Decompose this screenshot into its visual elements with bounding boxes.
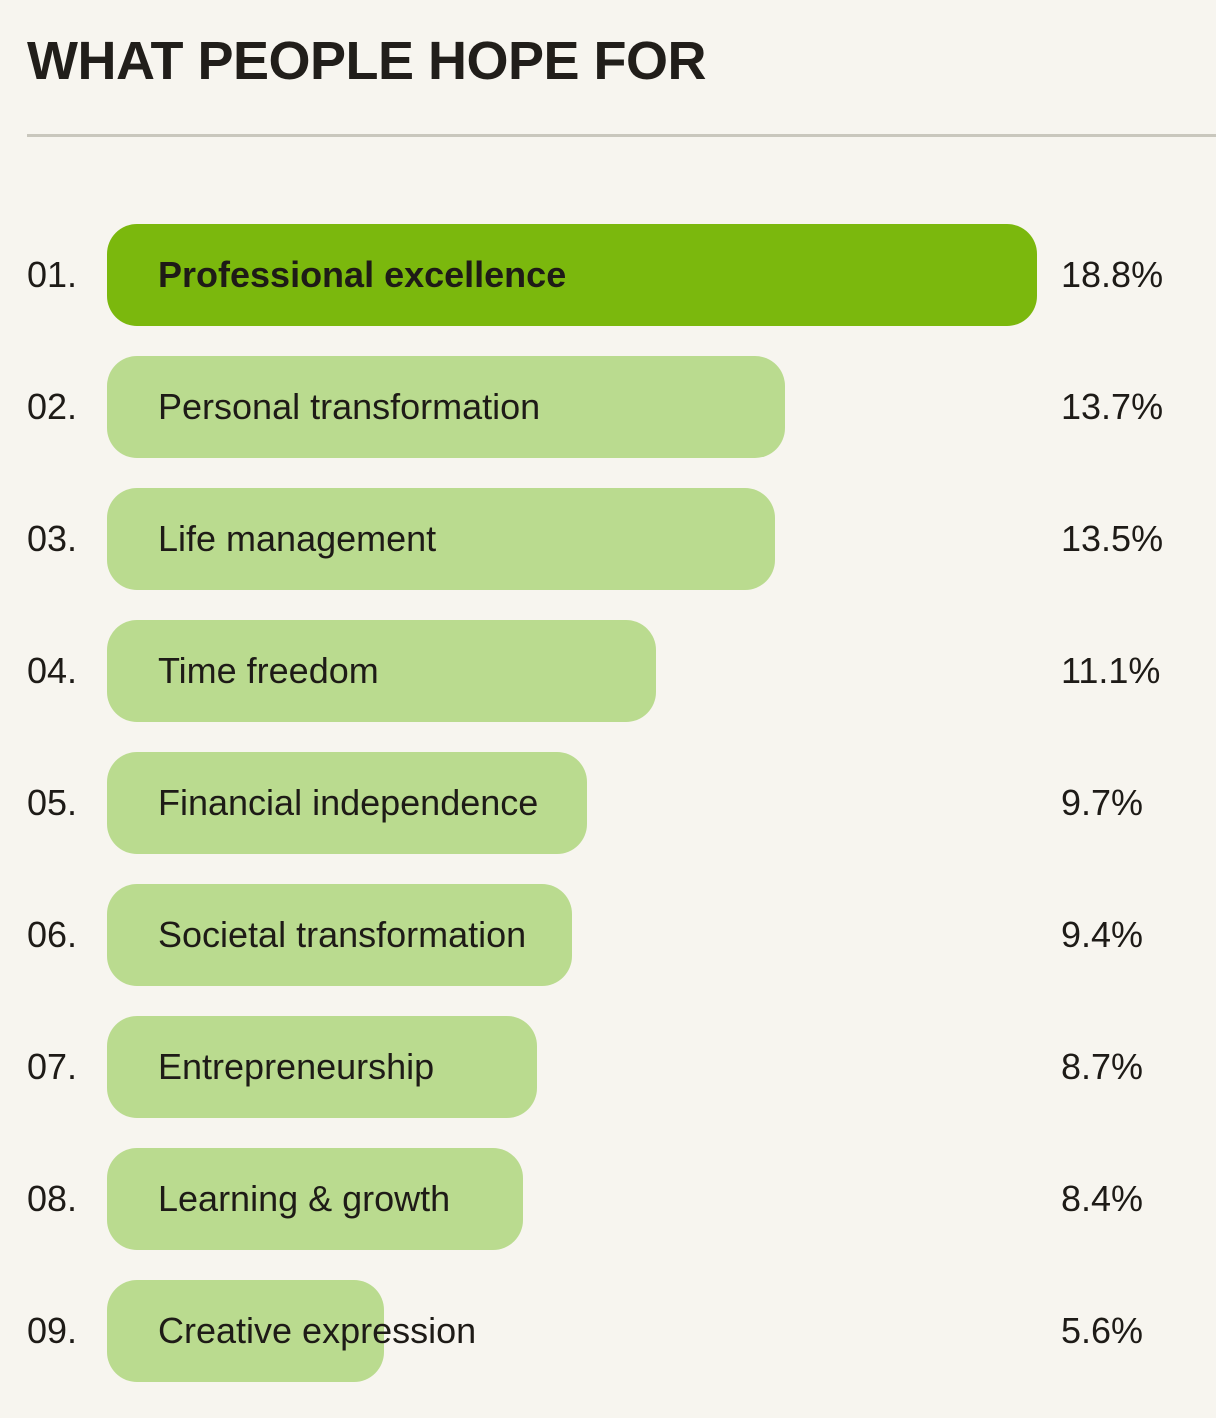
bar-value: 18.8%: [1061, 254, 1164, 296]
bar-value: 13.5%: [1061, 518, 1164, 560]
bar-label: Life management: [158, 518, 437, 560]
bar: [107, 1280, 384, 1383]
chart-row: 08. Learning & growth 8.4%: [27, 1148, 1216, 1251]
bar-value: 9.4%: [1061, 914, 1144, 956]
bar: [107, 1016, 538, 1119]
bar-value: 11.1%: [1061, 650, 1161, 692]
rank-number: 06.: [27, 914, 78, 956]
bar-label: Entrepreneurship: [158, 1046, 435, 1088]
bar-label: Creative expression: [158, 1310, 477, 1352]
bar-value: 9.7%: [1061, 782, 1144, 824]
rank-number: 04.: [27, 650, 78, 692]
bar-value: 5.6%: [1061, 1310, 1144, 1352]
bar: [107, 752, 587, 855]
bar: [107, 620, 657, 723]
chart-row: 05. Financial independence 9.7%: [27, 752, 1216, 855]
bar-value: 8.7%: [1061, 1046, 1144, 1088]
bar-chart: 01. Professional excellence 18.8% 02. Person…: [27, 224, 1216, 1383]
page-title: WHAT PEOPLE HOPE FOR: [27, 31, 707, 91]
rank-number: 02.: [27, 386, 78, 428]
rank-number: 03.: [27, 518, 78, 560]
bar-value: 8.4%: [1061, 1178, 1144, 1220]
bar-label: Financial independence: [158, 782, 539, 824]
chart-row: 01. Professional excellence 18.8%: [27, 224, 1216, 327]
chart-row: 09. Creative expression 5.6%: [27, 1280, 1216, 1383]
chart-row: 03. Life management 13.5%: [27, 488, 1216, 591]
rank-number: 08.: [27, 1178, 78, 1220]
bar-label: Personal transformation: [158, 386, 541, 428]
bar: [107, 488, 775, 591]
chart-row: 02. Personal transformation 13.7%: [27, 356, 1216, 459]
chart-row: 06. Societal transformation 9.4%: [27, 884, 1216, 987]
bar-label: Societal transformation: [158, 914, 527, 956]
bar: [107, 356, 785, 459]
bar: [107, 884, 572, 987]
chart-row: 07. Entrepreneurship 8.7%: [27, 1016, 1216, 1119]
chart-row: 04. Time freedom 11.1%: [27, 620, 1216, 723]
rank-number: 09.: [27, 1310, 78, 1352]
bar-label: Time freedom: [158, 650, 379, 692]
bar-label: Learning & growth: [158, 1178, 451, 1220]
rank-number: 01.: [27, 254, 78, 296]
bar-label: Professional excellence: [158, 254, 567, 296]
title-divider: [27, 134, 1216, 138]
rank-number: 05.: [27, 782, 78, 824]
rank-number: 07.: [27, 1046, 78, 1088]
bar-value: 13.7%: [1061, 386, 1164, 428]
bar: [107, 1148, 523, 1251]
bar: [107, 224, 1037, 327]
